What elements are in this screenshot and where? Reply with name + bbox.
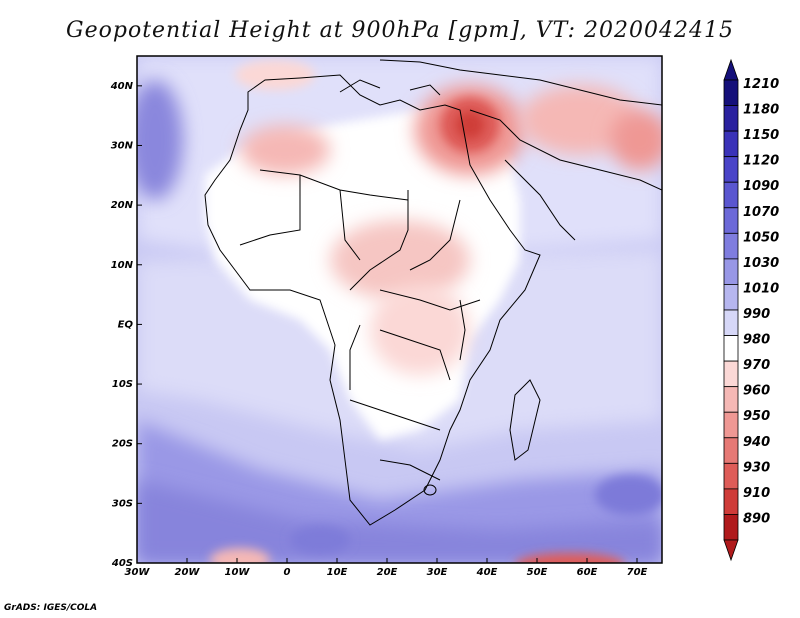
colorbar-swatch: [723, 232, 739, 260]
x-tick-label: 40E: [476, 567, 498, 578]
colorbar-swatch: [723, 360, 739, 388]
colorbar-swatch: [723, 514, 739, 541]
colorbar-label: 960: [743, 384, 770, 399]
y-tick-label: 40N: [110, 81, 134, 92]
axis-ticks: 30W 20W 10W 0 10E 20E 30E 40E 50E 60E 70E 40N 30N 20N…: [110, 81, 648, 578]
colorbar-label: 1010: [743, 281, 779, 296]
colorbar-swatch: [723, 488, 739, 515]
colorbar-swatch: [723, 335, 739, 362]
map-frame: [136, 55, 663, 564]
colorbar-swatch: [723, 462, 739, 490]
colorbar-label: 950: [743, 409, 770, 424]
x-tick-label: 60E: [577, 567, 598, 578]
colorbar-label: 940: [743, 435, 770, 450]
colorbar-label: 910: [743, 486, 770, 501]
y-tick-label: 30N: [111, 140, 134, 151]
colorbar-swatch: [723, 437, 739, 464]
y-tick-label: 20N: [111, 200, 134, 211]
colorbar-label: 980: [743, 333, 770, 348]
colorbar-label: 1050: [743, 230, 779, 245]
colorbar-swatch: [723, 309, 739, 336]
colorbar-label: 1150: [743, 128, 779, 143]
map-title: Geopotential Height at 900hPa [gpm], VT:…: [66, 18, 734, 43]
colorbar-label: 1120: [743, 154, 779, 169]
colorbar-swatch: [723, 105, 739, 132]
x-tick-label: 10W: [225, 567, 251, 578]
y-tick-label: 10S: [112, 379, 133, 390]
x-tick-label: 30E: [427, 567, 448, 578]
colorbar-swatch: [723, 130, 739, 158]
colorbar-label: 1070: [743, 205, 779, 220]
colorbar-label: 1030: [743, 256, 779, 271]
colorbar-label: 1090: [743, 179, 779, 194]
colorbar-swatch: [723, 284, 739, 311]
colorbar-top-arrow: [723, 58, 739, 81]
y-tick-label: EQ: [118, 319, 134, 330]
x-tick-label: 20E: [377, 567, 398, 578]
x-tick-label: 0: [284, 567, 291, 578]
y-tick-label: 30S: [112, 498, 133, 509]
colorbar-swatch: [723, 79, 739, 106]
y-tick-label: 10N: [111, 260, 134, 271]
colorbar-label: 1180: [743, 103, 779, 118]
colorbar-swatch: [723, 258, 739, 285]
colorbar-label: 890: [743, 511, 770, 526]
x-tick-label: 50E: [527, 567, 548, 578]
colorbar-bottom-arrow: [723, 539, 739, 562]
colorbar-label: 970: [743, 358, 770, 373]
colorbar-swatch: [723, 156, 739, 183]
credit-text: GrADS: IGES/COLA: [4, 603, 98, 613]
colorbar: 1210 1180 1150 1120 1090 1070 1050 1030 1010 990 9…: [723, 58, 779, 562]
x-tick-label: 70E: [627, 567, 648, 578]
x-tick-label: 10E: [327, 567, 348, 578]
y-tick-label: 40S: [111, 558, 133, 569]
colorbar-label: 1210: [743, 77, 779, 92]
colorbar-swatch: [723, 411, 739, 439]
colorbar-swatch: [723, 207, 739, 234]
x-tick-label: 30W: [125, 567, 151, 578]
colorbar-swatch: [723, 386, 739, 413]
x-tick-label: 20W: [175, 567, 201, 578]
y-tick-label: 20S: [112, 439, 133, 450]
colorbar-swatch: [723, 181, 739, 209]
height-field: [137, 56, 662, 563]
colorbar-label: 990: [743, 307, 770, 322]
coastlines: [204, 59, 662, 526]
colorbar-label: 930: [743, 460, 770, 475]
